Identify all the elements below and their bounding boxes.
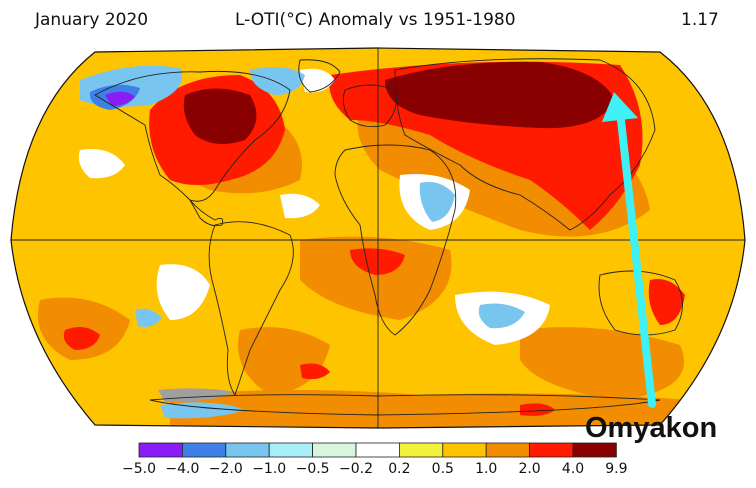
anomaly-patch-very-cold [105, 91, 135, 106]
coastline-australia [598, 270, 683, 336]
anomaly-patch-warm [63, 326, 100, 350]
legend-tick-label: −2.0 [209, 461, 243, 477]
legend-tick-label: 2.0 [518, 461, 540, 477]
omyakon-label: Omyakon [585, 412, 718, 444]
legend-tick-label: 0.2 [388, 461, 410, 477]
legend-bin [485, 442, 531, 458]
anomaly-patch-neutral [156, 264, 210, 320]
anomaly-patch-cool [250, 66, 305, 95]
legend-bin [355, 442, 400, 458]
anomaly-patch-cool [135, 308, 162, 327]
map-date-label: January 2020 [35, 10, 149, 30]
legend-tick-label: −4.0 [165, 461, 199, 477]
no-data-patch [158, 388, 235, 402]
anomaly-patch-cool [160, 402, 245, 419]
legend-bins [138, 442, 617, 458]
legend-tick-label: 1.0 [475, 461, 497, 477]
coastline-greenland [298, 59, 341, 93]
globe-outline [10, 47, 746, 429]
coastline-africa [334, 144, 457, 336]
legend-bin [225, 442, 270, 458]
anomaly-patch-neutral [78, 149, 125, 179]
legend-tick-label: 0.5 [432, 461, 454, 477]
coastlines [94, 58, 683, 416]
omyakon-arrow [602, 92, 656, 408]
legend-bin [268, 442, 314, 458]
legend-tick-label: −5.0 [122, 461, 156, 477]
anomaly-patch-warm [648, 279, 685, 325]
anomaly-patch-moderate [170, 390, 690, 428]
coastline-europe [342, 84, 397, 128]
coastline-south-america [208, 221, 294, 397]
coastline-asia [394, 58, 656, 231]
legend-tick-label: 9.9 [605, 461, 627, 477]
legend-tick-label: −1.0 [252, 461, 286, 477]
legend-bin [572, 442, 617, 458]
legend-bin [181, 442, 227, 458]
anomaly-patch-hot [183, 88, 257, 144]
anomaly-patch-cool [478, 303, 525, 329]
legend-bin [398, 442, 444, 458]
coastline-north-america [94, 70, 291, 202]
coastline-antarctica [149, 394, 661, 416]
anomaly-patch-neutral [280, 193, 320, 219]
arrow-shaft [617, 116, 656, 408]
anomaly-patch-cool [419, 181, 455, 222]
legend-tick-label: −0.2 [339, 461, 373, 477]
legend-bin [138, 442, 183, 458]
map-title: L-OTI(°C) Anomaly vs 1951-1980 [235, 10, 516, 30]
coastline-central-america [189, 199, 224, 227]
legend-bin [442, 442, 487, 458]
anomaly-patch-hot [385, 61, 615, 129]
legend-tick-label: −0.5 [296, 461, 330, 477]
global-mean-anomaly: 1.17 [681, 10, 719, 30]
anomaly-patch-warm [520, 403, 555, 416]
legend-bin [529, 442, 574, 458]
anomaly-patch-warm [350, 248, 405, 275]
arrow-head [602, 92, 638, 122]
legend-ticks: −5.0 −4.0 −2.0 −1.0 −0.5 −0.2 0.2 0.5 1.0 2.0 4.0 9… [122, 461, 628, 477]
legend-bin [312, 442, 357, 458]
legend-tick-label: 4.0 [562, 461, 584, 477]
anomaly-patch-warm [300, 363, 330, 380]
anomaly-patch-moderate [300, 236, 452, 320]
